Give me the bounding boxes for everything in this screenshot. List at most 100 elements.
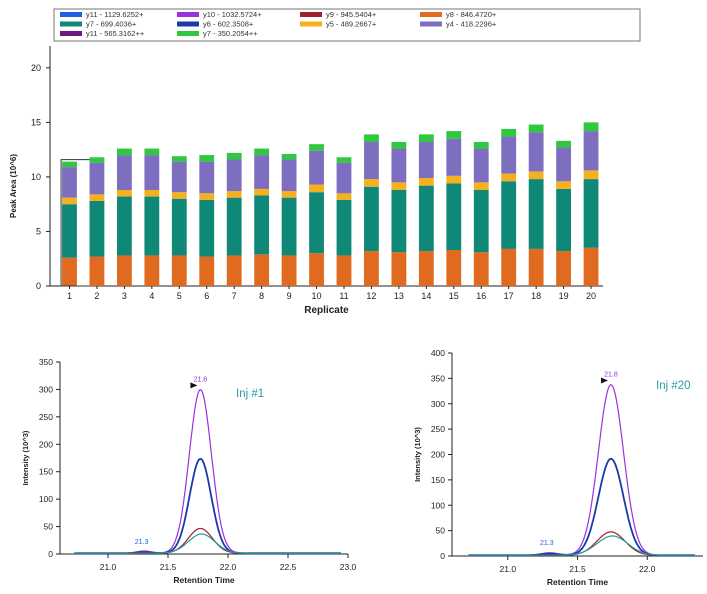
c2-x-tick-label-22.0: 22.0 xyxy=(639,564,656,574)
c1-trace-2 xyxy=(74,457,341,555)
bar-segment-14-2 xyxy=(418,185,434,252)
legend-label-10: y7 - 350.2054++ xyxy=(203,29,258,38)
bar-segment-4-2 xyxy=(144,196,160,256)
c1-y-tick-label-0: 0 xyxy=(48,549,53,559)
legend-swatch-4 xyxy=(420,12,442,17)
bar-segment-10-2 xyxy=(309,192,324,254)
bar-segment-15-4 xyxy=(446,138,462,176)
bar-y-tick-label-0: 0 xyxy=(36,281,41,291)
bar-x-tick-label-12: 12 xyxy=(366,291,376,301)
c1-y-tick-label-250: 250 xyxy=(39,412,53,422)
chromatogram-inj-20: Inj #20 Intensity (10^3) Retention Time … xyxy=(413,348,703,587)
c2-x-tick-label-21.0: 21.0 xyxy=(500,564,517,574)
legend-label-1: y11 - 1129.6252+ xyxy=(86,10,144,19)
bar-segment-2-1 xyxy=(89,256,105,286)
c2-trace-2 xyxy=(468,457,695,557)
bar-segment-11-2 xyxy=(336,199,352,256)
bar-segment-9-3 xyxy=(281,191,297,198)
bar-segment-15-2 xyxy=(446,183,462,250)
legend: y11 - 1129.6252+ y10 - 1032.5724+ y9 - 945… xyxy=(53,8,641,42)
bar-segment-10-1 xyxy=(309,253,324,286)
legend-swatch-5 xyxy=(60,21,82,27)
c1-y-tick-label-100: 100 xyxy=(39,494,53,504)
bar-x-tick-label-8: 8 xyxy=(259,291,264,301)
bar-segment-1-4 xyxy=(62,167,77,198)
bar-segment-17-4 xyxy=(501,136,517,174)
bar-segment-16-1 xyxy=(473,252,489,286)
c2-peak-label-1: 21.8 xyxy=(604,371,618,378)
bar-segment-6-1 xyxy=(199,256,215,286)
bar-segment-12-1 xyxy=(364,251,379,286)
chromatogram-inj-1: Inj #1 Intensity (10^3) Retention Time 0… xyxy=(21,357,357,585)
bar-segment-5-5 xyxy=(171,156,187,162)
c2-y-tick-label-250: 250 xyxy=(431,424,445,434)
bar-segment-3-5 xyxy=(116,148,132,156)
bar-segment-9-2 xyxy=(281,197,297,256)
bar-segment-15-3 xyxy=(446,175,462,184)
legend-label-5: y7 - 699.4036+ xyxy=(86,20,137,29)
bar-x-tick-label-9: 9 xyxy=(287,291,292,301)
bar-segment-16-5 xyxy=(473,142,489,149)
bar-segment-18-4 xyxy=(528,132,544,172)
bar-segment-6-5 xyxy=(199,155,215,162)
bar-segment-3-1 xyxy=(116,255,132,286)
c1-x-tick-label-23.0: 23.0 xyxy=(340,562,357,572)
c2-trace-1 xyxy=(468,384,695,556)
bar-x-tick-label-4: 4 xyxy=(149,291,154,301)
bar-x-tick-label-11: 11 xyxy=(339,291,348,301)
bar-segment-20-3 xyxy=(583,170,599,180)
legend-swatch-2 xyxy=(177,12,199,17)
chromatogram-1-y-axis-label: Intensity (10^3) xyxy=(21,430,30,485)
bar-y-tick-label-5: 5 xyxy=(36,226,41,236)
bar-segment-7-3 xyxy=(226,191,242,198)
bar-segment-14-3 xyxy=(418,178,434,186)
bar-segment-10-4 xyxy=(309,150,324,185)
bar-segment-6-2 xyxy=(199,199,215,257)
bar-y-tick-label-15: 15 xyxy=(31,117,41,127)
bar-segment-9-5 xyxy=(281,154,297,160)
legend-swatch-9 xyxy=(60,31,82,36)
bar-segment-9-1 xyxy=(281,255,297,286)
bar-segment-6-3 xyxy=(199,193,215,200)
legend-swatch-6 xyxy=(177,21,199,27)
c1-trace-1 xyxy=(74,389,341,554)
bar-segment-16-3 xyxy=(473,182,489,190)
bar-segment-8-2 xyxy=(254,195,270,255)
bar-segment-6-4 xyxy=(199,161,215,194)
c2-y-tick-label-50: 50 xyxy=(436,526,446,536)
c1-trace-3 xyxy=(74,527,341,554)
bar-segment-7-4 xyxy=(226,159,242,192)
bar-segment-5-1 xyxy=(171,255,187,286)
bar-segment-13-2 xyxy=(391,190,407,253)
bar-x-axis-label: Replicate xyxy=(304,305,349,316)
c2-x-tick-label-21.5: 21.5 xyxy=(569,564,586,574)
c1-x-tick-label-22.0: 22.0 xyxy=(220,562,237,572)
bar-segment-11-1 xyxy=(336,255,352,286)
bar-x-tick-label-14: 14 xyxy=(421,291,431,301)
bar-segment-14-4 xyxy=(418,142,434,178)
c1-peak-label-2: 21.3 xyxy=(135,539,149,546)
bar-x-tick-label-2: 2 xyxy=(94,291,99,301)
bar-segment-12-4 xyxy=(364,142,379,180)
bar-segment-2-2 xyxy=(89,200,105,257)
c2-y-tick-label-200: 200 xyxy=(431,450,445,460)
c1-y-tick-label-300: 300 xyxy=(39,384,53,394)
legend-swatch-7 xyxy=(300,21,322,27)
bar-x-tick-label-7: 7 xyxy=(232,291,237,301)
bar-segment-12-3 xyxy=(364,179,379,187)
chromatogram-2-x-axis-label: Retention Time xyxy=(547,577,609,587)
legend-label-6: y6 - 602.3508+ xyxy=(203,20,254,29)
bar-segment-14-5 xyxy=(418,134,434,142)
bar-x-tick-label-19: 19 xyxy=(559,291,569,301)
legend-swatch-3 xyxy=(300,12,322,17)
bar-segment-20-5 xyxy=(583,122,599,132)
bar-x-tick-label-17: 17 xyxy=(504,291,514,301)
bar-segment-10-3 xyxy=(309,184,324,193)
c1-x-tick-label-21.5: 21.5 xyxy=(160,562,177,572)
legend-label-3: y9 - 945.5404+ xyxy=(326,10,377,19)
bar-segment-7-5 xyxy=(226,152,242,160)
c1-y-tick-label-50: 50 xyxy=(44,522,54,532)
legend-label-8: y4 - 418.2296+ xyxy=(446,20,497,29)
